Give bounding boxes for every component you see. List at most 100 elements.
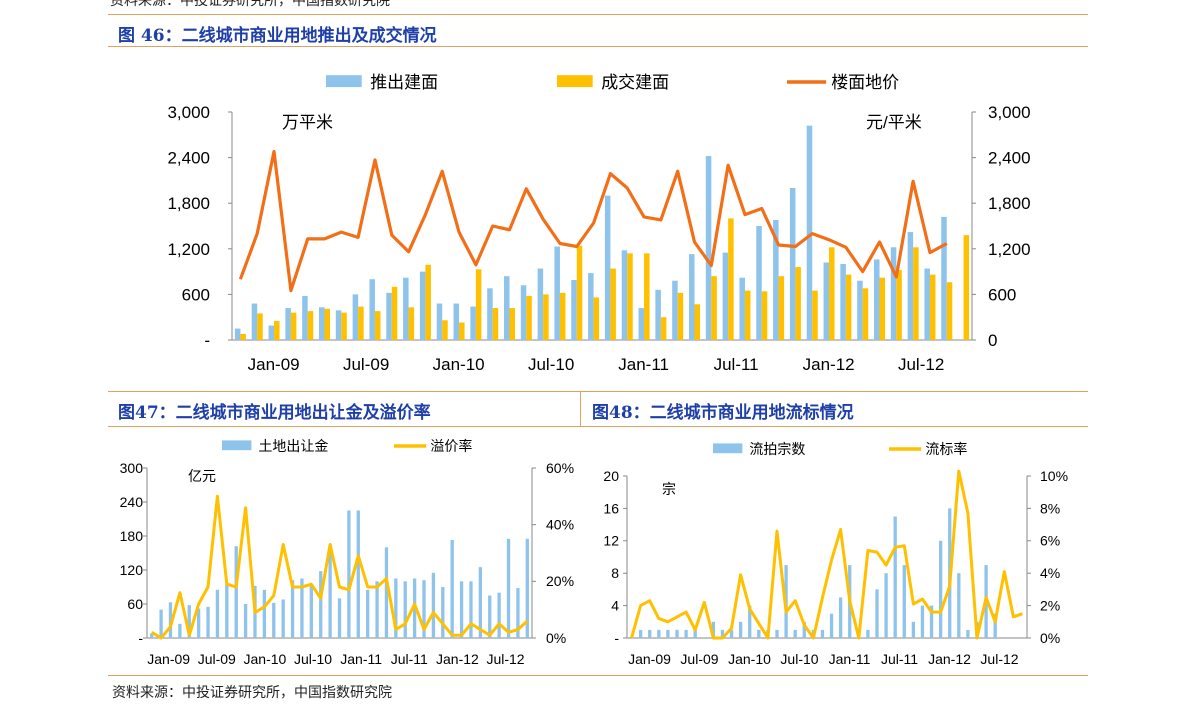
fig46-bar-b [744, 290, 751, 340]
fig48-bar-a [757, 629, 761, 638]
fig46-bar-a [638, 308, 645, 340]
fig47-right-tick-label: 40% [546, 517, 574, 533]
fig46-bar-b [929, 274, 936, 340]
fig46-bar-b [391, 286, 398, 340]
fig48-right-tick-label: 10% [1040, 468, 1068, 484]
rule-top [108, 14, 1088, 15]
fig46-bar-a [756, 226, 762, 340]
fig48-x-tick-label: Jul-11 [881, 651, 918, 667]
fig46-x-tick-label: Jul-10 [528, 355, 574, 374]
fig48-bar-a [829, 613, 834, 638]
fig46-x-tick-label: Jul-09 [343, 355, 389, 374]
fig46-bar-b [728, 218, 734, 340]
fig47-x-tick-label: Jan-09 [147, 651, 190, 667]
rule-divider [580, 391, 581, 427]
fig46-right-tick-label: 2,400 [988, 149, 1031, 168]
fig46-title: 图 46：二线城市商业用地推出及成交情况 [118, 26, 437, 46]
fig47-bar-a [497, 592, 501, 638]
fig46-legend-swatch [326, 75, 362, 88]
fig47-left-tick-label: 120 [120, 562, 144, 578]
fig48-bar-a [929, 605, 934, 638]
fig48-left-tick-label: 16 [603, 500, 619, 516]
fig46-bar-b [307, 311, 314, 340]
fig47-bar-a [516, 588, 520, 638]
fig46-bar-b [812, 290, 818, 340]
fig46-bar-b [526, 295, 532, 340]
fig46-bar-a [487, 288, 493, 340]
fig46-legend-label: 成交建面 [601, 73, 669, 92]
source-note: 资料来源：中投证券研究所，中国指数研究院 [112, 685, 392, 701]
fig48-bar-a [729, 629, 734, 638]
fig48-unit-left: 宗 [662, 481, 676, 497]
fig47-bar-a [281, 599, 285, 638]
fig48-bar-a [902, 565, 906, 638]
fig47-bar-a [488, 595, 492, 638]
fig46-left-tick-label: 2,400 [167, 149, 210, 168]
fig48-left-tick-label: 8 [611, 565, 619, 581]
fig46-bar-b [240, 333, 246, 340]
fig47-title: 图47：二线城市商业用地出让金及溢价率 [118, 403, 431, 423]
fig47-bar-a [525, 538, 529, 638]
fig48-right-tick-label: 2% [1040, 598, 1060, 614]
fig46-bar-a [537, 268, 544, 340]
fig47-left-tick-label: 60 [127, 596, 143, 612]
fig46-bar-a [302, 295, 308, 340]
fig46-bar-a [285, 308, 291, 340]
fig47-legend-label: 溢价率 [430, 438, 472, 454]
fig48-bar-a [875, 589, 879, 638]
fig46-bar-b [543, 294, 549, 340]
fig46-bar-a [588, 273, 594, 340]
fig46-bar-a [890, 247, 897, 340]
fig47-bar-a [384, 547, 389, 638]
fig46-bar-a [554, 246, 560, 340]
fig48-bar-a [648, 629, 652, 638]
fig47-bar-a [366, 589, 370, 638]
fig48-bar-a [866, 629, 870, 638]
fig46-bar-b [862, 288, 869, 340]
fig48-bar-a [720, 629, 725, 638]
fig46-bar-a [689, 254, 695, 340]
fig47-bar-a [206, 606, 210, 638]
fig48-bar-a [666, 629, 670, 638]
fig47-bar-a [328, 544, 332, 638]
fig46-left-tick-label: - [204, 331, 210, 350]
fig48-left-tick-label: 4 [611, 598, 619, 614]
fig47-x-tick-label: Jul-12 [486, 651, 524, 667]
fig47-legend-label: 土地出让金 [258, 438, 328, 454]
fig46-bar-b [492, 308, 499, 340]
fig46-bar-a [840, 264, 846, 340]
fig46-bar-b [425, 264, 431, 340]
fig46-bar-b [442, 320, 448, 340]
fig46-bar-b [778, 276, 785, 340]
fig48-bar-a [884, 573, 888, 638]
fig47-bar-a [450, 539, 454, 638]
fig47-bar-a [178, 623, 182, 638]
cut-off-source-note: 资料来源：中投证券研究所，中国指数研究院 [110, 0, 390, 9]
fig46-bar-b [913, 247, 919, 340]
fig48-legend-label: 流拍宗数 [749, 441, 805, 457]
fig48-bar-a [693, 629, 697, 638]
fig47-x-tick-label: Jan-12 [436, 651, 479, 667]
fig48-bar-a [638, 629, 643, 638]
fig48-left-tick-label: - [614, 630, 619, 646]
fig48-x-tick-label: Jan-09 [628, 651, 671, 667]
fig47-bar-a [309, 584, 313, 638]
fig46-bar-a [369, 279, 375, 340]
fig48-bar-a [793, 629, 797, 638]
fig48-bar-a [838, 597, 843, 638]
fig47-bar-a [272, 602, 276, 638]
rule-mid-top [108, 391, 1088, 392]
fig48-bar-a [993, 613, 997, 638]
fig46-bar-b [896, 270, 902, 340]
fig46-bar-b [374, 311, 381, 340]
fig46-unit-left: 万平米 [282, 113, 333, 132]
fig47-x-tick-label: Jan-11 [340, 651, 382, 667]
fig46-bar-a [335, 310, 342, 340]
fig46-series-line [238, 149, 948, 293]
fig48-left-tick-label: 12 [603, 533, 619, 549]
fig46-bar-a [924, 268, 930, 340]
fig46-bar-b [829, 247, 835, 340]
fig47-x-tick-label: Jul-09 [198, 651, 236, 667]
fig46-x-tick-label: Jan-10 [433, 355, 485, 374]
